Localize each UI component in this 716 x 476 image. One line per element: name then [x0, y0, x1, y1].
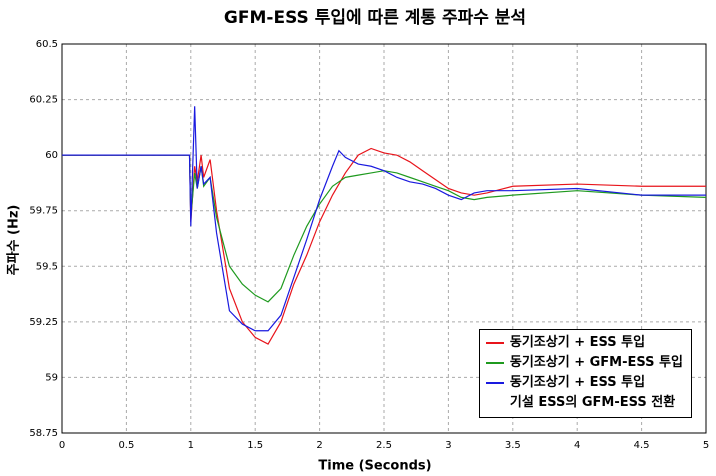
legend-label: 동기조상기 + ESS 투입	[509, 335, 646, 350]
x-tick-label: 0.5	[118, 440, 134, 451]
y-tick-label: 60.5	[36, 39, 58, 50]
legend-label: 동기조상기 + ESS 투입 기설 ESS의 GFM-ESS 전환	[509, 375, 676, 410]
legend-entry: 동기조상기 + GFM-ESS 투입	[485, 353, 683, 373]
series-line	[62, 147, 706, 345]
legend-entry: 동기조상기 + ESS 투입 기설 ESS의 GFM-ESS 전환	[485, 373, 683, 413]
legend-swatch	[485, 342, 504, 344]
y-tick-label: 59.5	[36, 261, 58, 272]
y-tick-label: 59	[45, 372, 58, 383]
y-tick-label: 60	[45, 150, 58, 161]
x-tick-label: 3	[445, 440, 451, 451]
x-tick-label: 0	[59, 440, 65, 451]
y-tick-label: 58.75	[29, 428, 58, 439]
legend-label: 동기조상기 + GFM-ESS 투입	[509, 355, 683, 370]
x-axis-label: Time (Seconds)	[318, 459, 431, 474]
x-tick-label: 2	[316, 440, 322, 451]
x-tick-label: 2.5	[376, 440, 392, 451]
legend-swatch	[485, 382, 504, 384]
x-tick-label: 5	[703, 440, 709, 451]
y-tick-label: 59.25	[29, 317, 58, 328]
series-line	[62, 106, 706, 332]
x-tick-label: 1	[188, 440, 194, 451]
x-tick-label: 4	[574, 440, 580, 451]
x-tick-label: 4.5	[634, 440, 650, 451]
x-tick-label: 3.5	[505, 440, 521, 451]
y-tick-label: 60.25	[29, 95, 58, 106]
x-tick-label: 1.5	[247, 440, 263, 451]
legend-entry: 동기조상기 + ESS 투입	[485, 333, 683, 353]
plot-border	[61, 43, 707, 434]
y-axis-label: 주파수 (Hz)	[7, 205, 22, 276]
legend-swatch	[485, 362, 504, 364]
chart-title: GFM-ESS 투입에 따른 계통 주파수 분석	[224, 8, 526, 28]
y-tick-label: 59.75	[29, 206, 58, 217]
